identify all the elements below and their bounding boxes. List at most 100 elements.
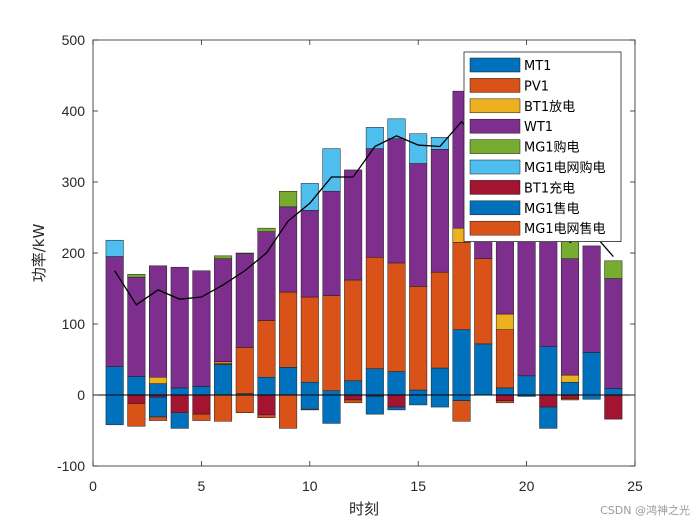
bar-segment xyxy=(300,210,319,298)
bar-segment xyxy=(560,240,579,259)
bar-segment xyxy=(387,262,406,372)
legend-label: MG1购电 xyxy=(524,140,580,156)
bar-segment xyxy=(279,206,298,293)
legend-swatch xyxy=(469,139,521,154)
bar-segment xyxy=(322,148,341,192)
bar-segment xyxy=(495,394,514,401)
bar-segment xyxy=(300,183,319,211)
legend-label: MG1电网购电 xyxy=(524,160,606,176)
x-tick-label: 5 xyxy=(198,478,206,494)
bar-segment xyxy=(149,396,168,418)
bar-segment xyxy=(604,394,623,420)
bar-segment xyxy=(192,270,211,387)
bar-segment xyxy=(560,398,579,401)
x-tick-label: 10 xyxy=(302,478,318,494)
bar-segment xyxy=(387,394,406,408)
bar-segment xyxy=(214,394,233,422)
bar-segment xyxy=(192,386,211,396)
x-tick-label: 25 xyxy=(627,478,643,494)
bar-segment xyxy=(235,394,254,413)
y-tick-label: 400 xyxy=(62,103,86,119)
bar-segment xyxy=(560,381,579,396)
bar-segment xyxy=(582,245,601,353)
bar-segment xyxy=(105,239,124,257)
bar-segment xyxy=(582,352,601,396)
bar-segment xyxy=(539,394,558,408)
bar-segment xyxy=(192,394,211,415)
legend-swatch xyxy=(469,200,521,216)
bar-segment xyxy=(495,329,514,389)
bar-segment xyxy=(170,387,189,396)
bar-segment xyxy=(409,133,428,164)
bar-segment xyxy=(257,414,276,418)
bar-segment xyxy=(365,257,384,369)
legend-swatch xyxy=(469,78,521,93)
bar-segment xyxy=(149,416,168,421)
bar-segment xyxy=(300,381,319,396)
bar-segment xyxy=(170,394,189,413)
bar-segment xyxy=(257,394,276,416)
bar-segment xyxy=(560,374,579,383)
bar-segment xyxy=(517,375,536,396)
x-tick-label: 20 xyxy=(519,478,535,494)
bar-segment xyxy=(344,380,363,396)
bar-segment xyxy=(474,343,493,396)
bar-segment xyxy=(105,366,124,396)
bar-segment xyxy=(409,389,428,396)
legend-label: MG1电网售电 xyxy=(524,221,606,237)
legend-swatch xyxy=(469,180,521,195)
y-tick-label: -100 xyxy=(57,458,85,474)
x-tick-label: 15 xyxy=(410,478,426,494)
bar-segment xyxy=(170,412,189,429)
bar-segment xyxy=(452,329,471,396)
legend-label: BT1充电 xyxy=(524,180,575,196)
bar-segment xyxy=(105,394,124,426)
bar-segment xyxy=(387,118,406,139)
legend-label: MT1 xyxy=(524,59,551,74)
bar-segment xyxy=(257,377,276,396)
bar-segment xyxy=(235,252,254,254)
x-tick-label: 0 xyxy=(89,478,97,494)
bar-segment xyxy=(539,406,558,429)
bar-segment xyxy=(387,406,406,411)
bar-segment xyxy=(257,320,276,378)
bar-segment xyxy=(430,271,449,369)
bar-segment xyxy=(149,383,168,396)
bar-segment xyxy=(344,279,363,382)
bar-segment xyxy=(300,394,319,410)
legend-label: PV1 xyxy=(524,79,549,94)
bar-segment xyxy=(604,278,623,389)
bar-segment xyxy=(127,394,146,404)
bar-segment xyxy=(149,265,168,378)
bar-segment xyxy=(235,347,254,394)
bar-segment xyxy=(517,226,536,377)
bar-segment xyxy=(214,255,233,259)
legend-swatch xyxy=(469,98,521,114)
bar-segment xyxy=(344,399,363,404)
y-tick-label: 0 xyxy=(77,387,85,403)
y-tick-label: 500 xyxy=(62,32,86,48)
bar-segment xyxy=(344,169,363,281)
bar-segment xyxy=(430,367,449,396)
bar-segment xyxy=(105,256,124,367)
bar-segment xyxy=(409,163,428,287)
bar-segment xyxy=(127,276,146,377)
bar-segment xyxy=(322,390,341,396)
bar-segment xyxy=(365,368,384,396)
bar-segment xyxy=(452,400,471,422)
bar-segment xyxy=(235,253,254,348)
bar-segment xyxy=(582,394,601,400)
bar-segment xyxy=(322,295,341,391)
bar-segment xyxy=(214,364,233,396)
legend-label: WT1 xyxy=(524,120,553,135)
y-axis-ticks: -100 0 100 200 300 400 500 xyxy=(57,32,635,474)
bar-segment xyxy=(170,266,189,389)
bar-segment xyxy=(409,286,428,391)
legend-swatch xyxy=(469,118,521,134)
bar-segment xyxy=(322,190,341,296)
bar-segment xyxy=(365,148,384,258)
bar-segment xyxy=(430,149,449,273)
bar-segment xyxy=(495,313,514,330)
bar-segment xyxy=(127,376,146,396)
bar-segment xyxy=(127,274,146,278)
